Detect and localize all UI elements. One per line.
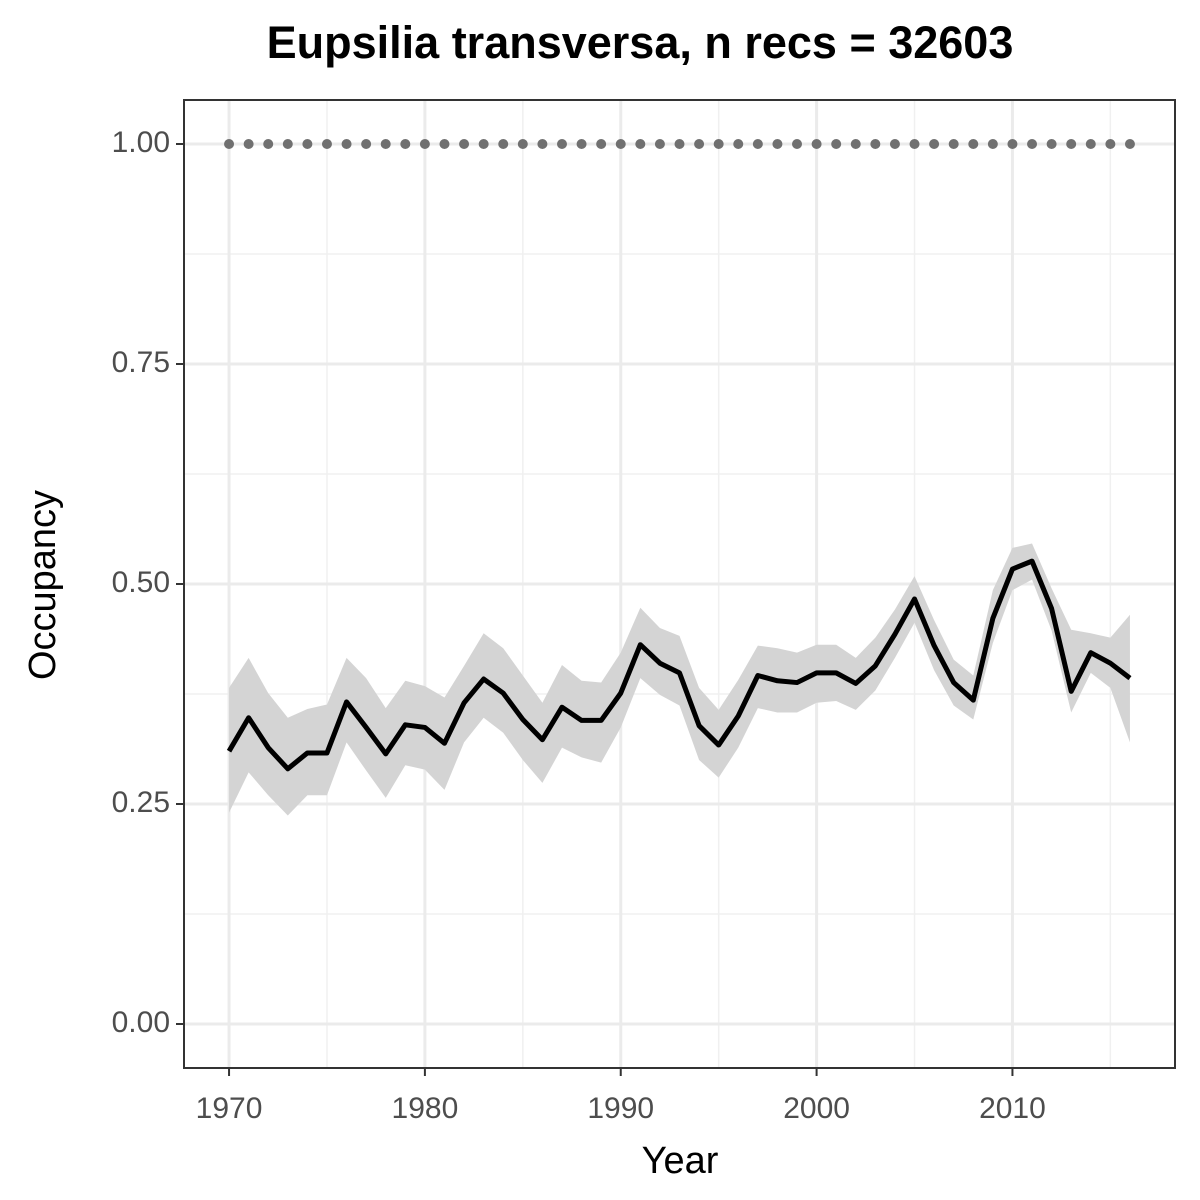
- point: [1085, 139, 1096, 149]
- chart-title: Eupsilia transversa, n recs = 32603: [267, 17, 1014, 68]
- point: [243, 139, 254, 149]
- x-tick-label: 1990: [587, 1092, 654, 1125]
- point: [439, 139, 450, 149]
- x-axis-label: Year: [642, 1140, 719, 1182]
- x-tick-label: 1980: [392, 1092, 459, 1125]
- point: [302, 139, 313, 149]
- point: [556, 139, 567, 149]
- point: [1007, 139, 1018, 149]
- y-tick-label: 1.00: [112, 126, 170, 159]
- point: [478, 139, 489, 149]
- y-tick-label: 0.75: [112, 346, 170, 379]
- x-tick-label: 1970: [196, 1092, 263, 1125]
- y-tick-label: 0.25: [112, 786, 170, 819]
- panel-border: [183, 99, 1176, 1069]
- point: [831, 139, 842, 149]
- y-axis-label: Occupancy: [22, 490, 64, 680]
- point: [1105, 139, 1116, 149]
- point: [459, 139, 470, 149]
- point: [596, 139, 607, 149]
- point: [380, 139, 391, 149]
- point: [870, 139, 881, 149]
- y-tick-label: 0.00: [112, 1006, 170, 1039]
- point: [517, 139, 528, 149]
- point: [694, 139, 705, 149]
- point: [1046, 139, 1057, 149]
- point: [1066, 139, 1077, 149]
- point: [929, 139, 940, 149]
- point: [850, 139, 861, 149]
- point: [968, 139, 979, 149]
- x-tick-label: 2010: [979, 1092, 1046, 1125]
- line: [226, 558, 1132, 772]
- point: [889, 139, 900, 149]
- point: [733, 139, 744, 149]
- point: [792, 139, 803, 149]
- y-tick-label: 0.50: [112, 566, 170, 599]
- point: [498, 139, 509, 149]
- point: [772, 139, 783, 149]
- point: [654, 139, 665, 149]
- point: [341, 139, 352, 149]
- point: [263, 139, 274, 149]
- point: [752, 139, 763, 149]
- point: [674, 139, 685, 149]
- point: [537, 139, 548, 149]
- point: [948, 139, 959, 149]
- point: [811, 139, 822, 149]
- point: [419, 139, 430, 149]
- point: [987, 139, 998, 149]
- point: [400, 139, 411, 149]
- point: [909, 139, 920, 149]
- point: [321, 139, 332, 149]
- x-tick-label: 2000: [783, 1092, 850, 1125]
- point: [615, 139, 626, 149]
- point: [1124, 139, 1135, 149]
- point: [282, 139, 293, 149]
- point: [224, 139, 235, 149]
- point: [576, 139, 587, 149]
- point: [361, 139, 372, 149]
- point: [713, 139, 724, 149]
- point: [635, 139, 646, 149]
- point: [1027, 139, 1038, 149]
